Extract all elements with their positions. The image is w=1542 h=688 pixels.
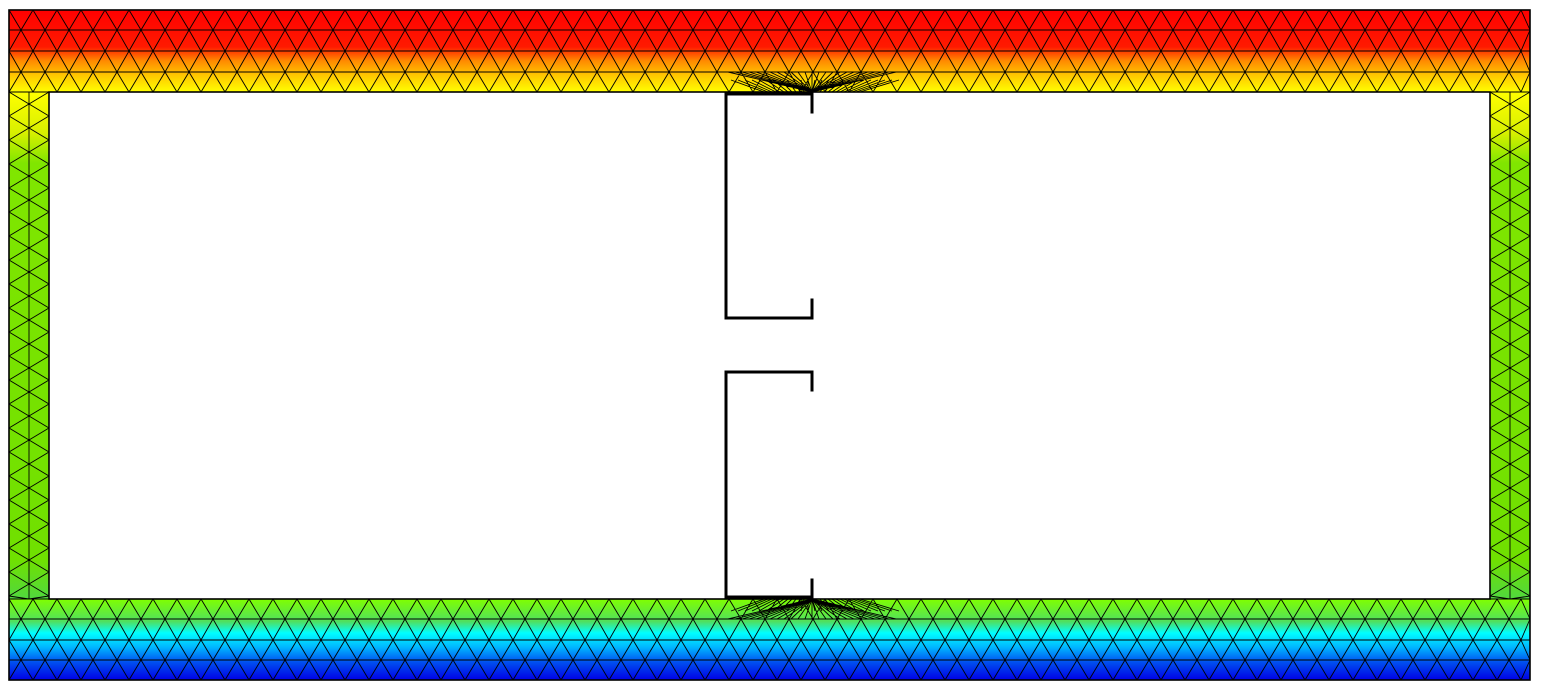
section-outline — [8, 9, 1531, 681]
contour-fill-layer — [9, 10, 1530, 680]
lower-c-section — [724, 370, 814, 599]
mesh-lines — [8, 9, 1531, 681]
c-section-layer — [724, 92, 814, 599]
inner-boundary — [48, 91, 1491, 600]
triangle-mesh — [8, 9, 1531, 681]
outer-boundary — [8, 9, 1531, 681]
upper-c-section — [724, 92, 814, 320]
